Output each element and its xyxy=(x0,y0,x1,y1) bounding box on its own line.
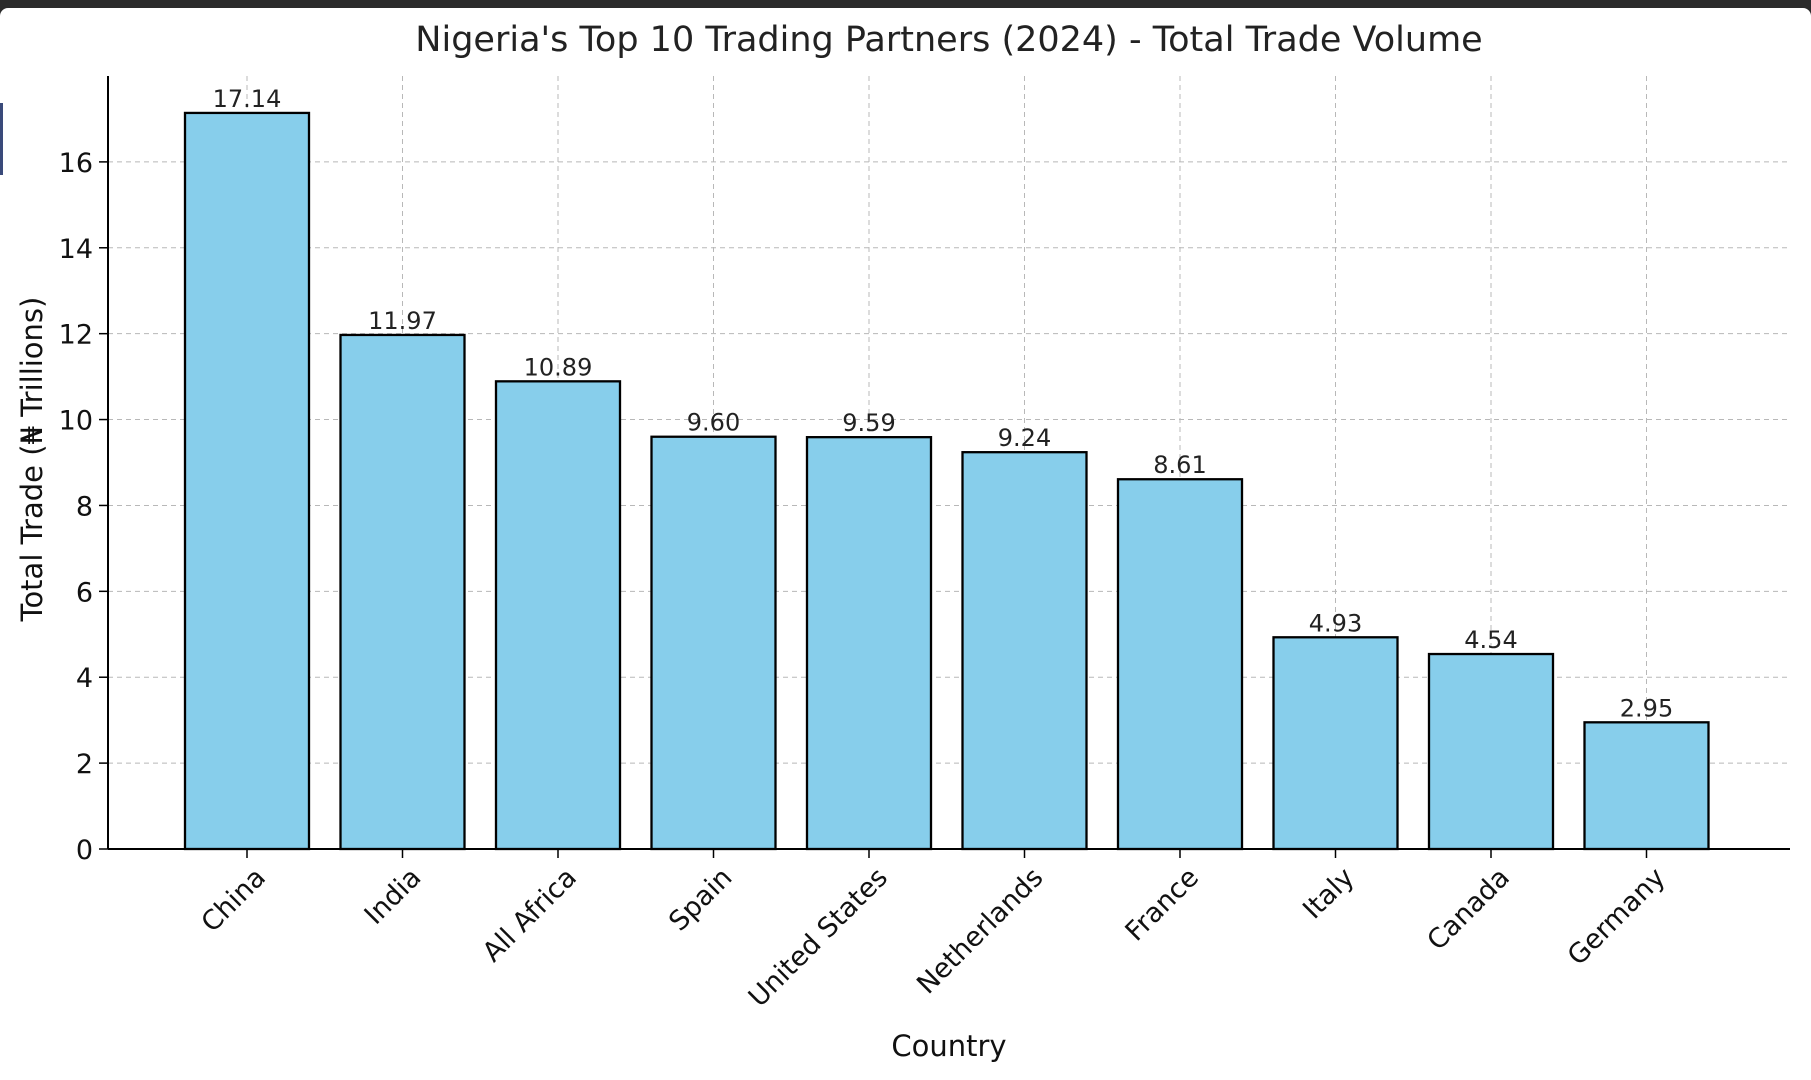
bar-value-label: 10.89 xyxy=(524,353,593,381)
bar-spain xyxy=(650,435,777,851)
x-tick-label: Germany xyxy=(1562,862,1672,972)
bar-value-label: 9.59 xyxy=(842,409,895,437)
x-tick-label: India xyxy=(359,862,428,931)
y-axis-title: Total Trade (₦ Trillions) xyxy=(15,297,49,623)
bar-value-label: 2.95 xyxy=(1620,694,1673,722)
bar-italy xyxy=(1272,636,1399,851)
y-tick-label: 2 xyxy=(76,749,93,780)
bar-value-label: 17.14 xyxy=(213,85,282,113)
y-tick-label: 4 xyxy=(76,663,93,694)
y-tick-label: 12 xyxy=(59,320,93,351)
x-tick-label: United States xyxy=(743,862,894,1013)
chart-window: 0 2 4 6 8 10 12 14 16 17.14 China 11.97 India 10.89 Al… xyxy=(0,8,1811,1080)
bar-chart: 0 2 4 6 8 10 12 14 16 17.14 China 11.97 India 10.89 Al… xyxy=(15,20,1790,1063)
y-tick-label: 14 xyxy=(59,234,93,265)
x-tick-label: All Africa xyxy=(477,862,583,968)
bar-all-africa xyxy=(494,380,622,851)
x-tick-label: Spain xyxy=(663,862,738,937)
bar-france xyxy=(1116,478,1244,851)
bar-value-label: 4.54 xyxy=(1464,626,1517,654)
chart-title: Nigeria's Top 10 Trading Partners (2024)… xyxy=(415,20,1482,60)
x-tick-label: France xyxy=(1120,862,1205,947)
y-tick-label: 16 xyxy=(59,148,93,179)
y-tick-label: 8 xyxy=(76,491,93,522)
bar-india xyxy=(339,333,466,851)
bar-netherlands xyxy=(961,451,1088,851)
bar-value-label: 4.93 xyxy=(1309,609,1362,637)
bar-united-states xyxy=(805,436,933,851)
bar-china xyxy=(183,111,311,851)
x-tick-label: Italy xyxy=(1297,862,1360,925)
left-edge-strip xyxy=(0,103,3,175)
x-tick-label: China xyxy=(195,862,271,938)
bar-value-label: 8.61 xyxy=(1153,451,1206,479)
y-tick-label: 6 xyxy=(76,577,93,608)
bar-value-label: 11.97 xyxy=(368,307,437,335)
y-tick-label: 0 xyxy=(76,835,93,866)
bars-layer xyxy=(183,111,1710,851)
y-tick-label: 10 xyxy=(59,406,93,437)
bar-canada xyxy=(1427,652,1555,851)
bar-germany xyxy=(1583,721,1710,851)
x-tick-label: Canada xyxy=(1421,862,1516,957)
axes-layer xyxy=(99,76,1790,858)
bar-value-label: 9.60 xyxy=(687,409,740,437)
bar-value-label: 9.24 xyxy=(998,424,1051,452)
x-tick-label: Netherlands xyxy=(911,862,1049,1000)
x-axis-title: Country xyxy=(891,1029,1006,1063)
